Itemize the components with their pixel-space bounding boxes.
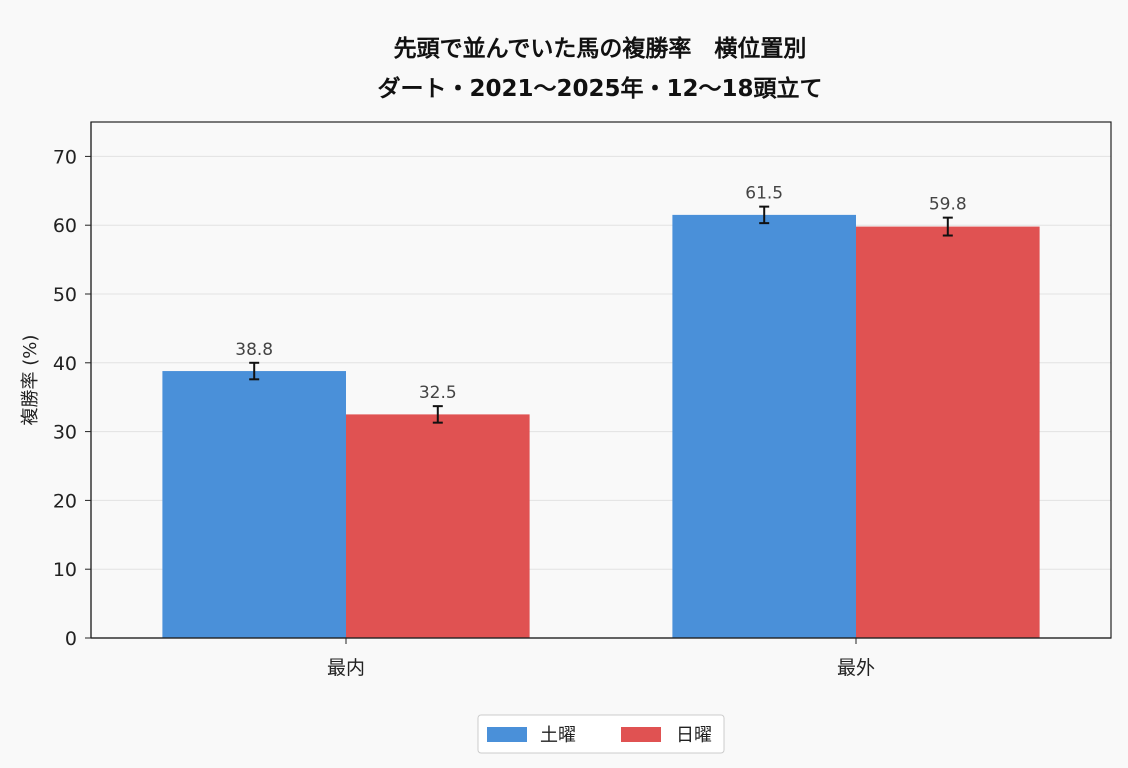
- data-label: 61.5: [745, 184, 783, 204]
- legend-frame: [477, 714, 725, 754]
- data-labels: 38.8 32.5 61.5 59.8: [235, 184, 966, 404]
- x-tick-label: 最外: [837, 657, 875, 679]
- bar: [162, 371, 346, 638]
- error-bars: [249, 205, 953, 424]
- y-tick-label: 40: [53, 353, 77, 375]
- data-label: 32.5: [419, 383, 457, 403]
- data-label: 38.8: [235, 340, 273, 360]
- chart-title-line-2: ダート・2021～2025年・12～18頭立て: [377, 75, 822, 102]
- data-label: 59.8: [929, 195, 967, 215]
- x-axis: 最内 最外: [91, 637, 1111, 679]
- legend: 土曜 日曜: [477, 714, 725, 754]
- legend-swatch-sunday: [621, 727, 661, 742]
- y-tick-label: 50: [53, 284, 77, 306]
- bar: [672, 214, 856, 638]
- y-axis: 0 10 20 30 40 50 60 70: [53, 122, 92, 650]
- y-tick-label: 20: [53, 490, 77, 512]
- y-axis-label: 複勝率 (%): [20, 335, 41, 426]
- bar: [856, 226, 1040, 639]
- bar: [346, 414, 530, 638]
- legend-swatch-saturday: [487, 727, 527, 742]
- y-tick-label: 10: [53, 559, 77, 581]
- bars: [162, 214, 1040, 639]
- x-tick-label: 最内: [327, 657, 365, 679]
- chart-title-line-1: 先頭で並んでいた馬の複勝率 横位置別: [394, 35, 807, 62]
- y-tick-label: 60: [53, 215, 77, 237]
- legend-label-saturday: 土曜: [540, 725, 576, 746]
- y-tick-label: 30: [53, 422, 77, 444]
- y-tick-label: 70: [53, 146, 77, 168]
- y-tick-label: 0: [65, 628, 77, 650]
- legend-label-sunday: 日曜: [676, 725, 712, 746]
